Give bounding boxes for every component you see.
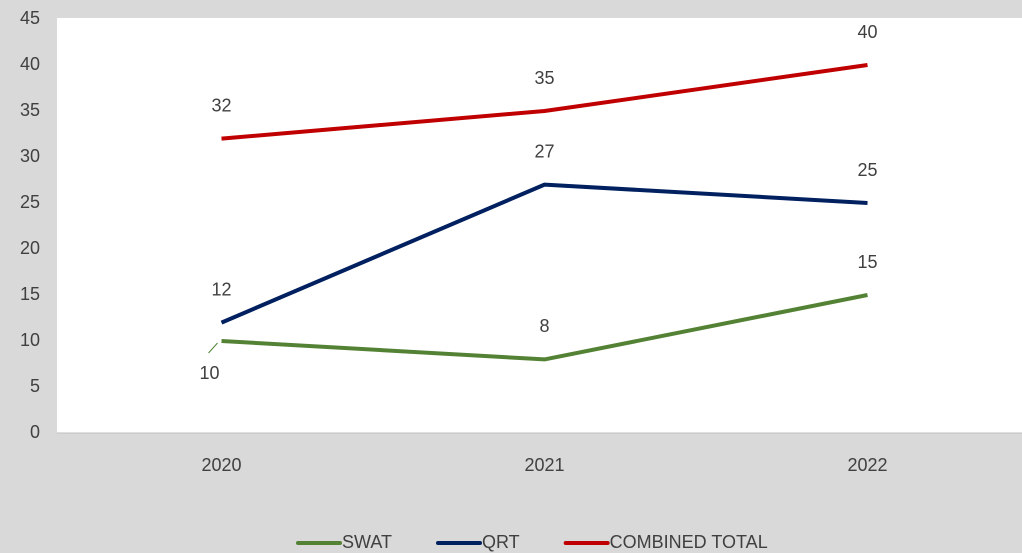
data-label: 35 bbox=[534, 68, 554, 88]
series-line bbox=[221, 293, 868, 362]
data-label: 27 bbox=[534, 141, 554, 161]
plot-area bbox=[57, 18, 1022, 433]
leader-line bbox=[208, 342, 218, 354]
y-tick-label: 45 bbox=[20, 8, 40, 28]
data-label: 8 bbox=[539, 316, 549, 336]
legend-label: QRT bbox=[482, 532, 520, 552]
data-label: 15 bbox=[857, 252, 877, 272]
data-label: 25 bbox=[857, 160, 877, 180]
legend-label: COMBINED TOTAL bbox=[610, 532, 768, 552]
x-tick-label: 2021 bbox=[524, 455, 564, 475]
x-tick-label: 2022 bbox=[847, 455, 887, 475]
y-tick-label: 15 bbox=[20, 284, 40, 304]
data-label: 12 bbox=[211, 279, 231, 299]
y-tick-label: 5 bbox=[30, 376, 40, 396]
x-tick-label: 2020 bbox=[201, 455, 241, 475]
y-tick-label: 30 bbox=[20, 146, 40, 166]
y-tick-label: 40 bbox=[20, 54, 40, 74]
y-tick-label: 35 bbox=[20, 100, 40, 120]
data-label: 32 bbox=[211, 95, 231, 115]
y-tick-label: 0 bbox=[30, 422, 40, 442]
y-tick-label: 25 bbox=[20, 192, 40, 212]
data-label: 40 bbox=[857, 22, 877, 42]
series-line bbox=[220, 182, 868, 325]
y-tick-label: 20 bbox=[20, 238, 40, 258]
legend-label: SWAT bbox=[342, 532, 392, 552]
data-label: 10 bbox=[199, 363, 219, 383]
series-line bbox=[221, 63, 868, 141]
y-tick-label: 10 bbox=[20, 330, 40, 350]
